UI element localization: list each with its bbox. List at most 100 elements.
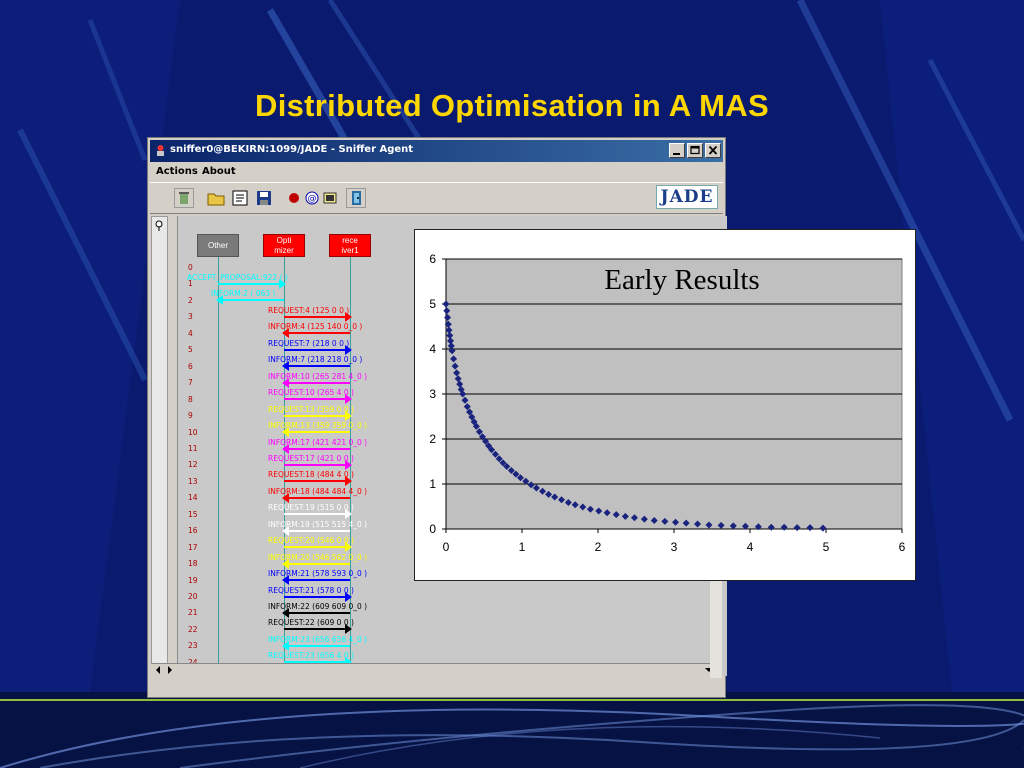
agent-box-receiver1[interactable]: rece iver1 [329, 234, 371, 257]
close-button[interactable] [705, 143, 721, 158]
message-arrow[interactable] [284, 410, 352, 421]
message-label[interactable]: REQUEST:17 (421 0 0 ) [268, 453, 354, 463]
data-point [466, 408, 474, 416]
open-button[interactable] [206, 188, 226, 208]
data-point [741, 522, 749, 530]
message-label[interactable]: INFORM:17 (421 421 0_0 ) [268, 437, 368, 447]
arrowhead-icon [345, 459, 352, 470]
row-number: 23 [188, 641, 198, 651]
message-label[interactable]: REQUEST:19 (515 0 0 ) [268, 503, 354, 513]
message-arrow[interactable] [216, 295, 284, 306]
data-point [488, 446, 496, 454]
data-point [527, 481, 535, 489]
message-arrow[interactable] [282, 640, 350, 651]
message-label[interactable]: REQUEST:13 (359 0 0 ) [268, 404, 354, 414]
data-point [767, 523, 775, 531]
arrowhead-icon [282, 361, 289, 372]
slide-title: Distributed Optimisation in A MAS [255, 88, 769, 123]
message-arrow[interactable] [284, 509, 352, 520]
exit-button[interactable] [346, 188, 366, 208]
data-point [729, 522, 737, 530]
data-point [482, 437, 490, 445]
row-number: 0 [188, 263, 193, 272]
message-label[interactable]: INFORM:20 (546 562 0_0 ) [268, 552, 368, 562]
show-agents-button[interactable] [320, 188, 340, 208]
minimize-button[interactable] [669, 143, 685, 158]
record-button[interactable] [284, 188, 304, 208]
message-arrow[interactable] [282, 427, 350, 438]
message-label[interactable]: REQUEST:23 (656 4 0 ) [268, 651, 354, 661]
message-label[interactable]: INFORM:22 (609 609 0_0 ) [268, 602, 368, 611]
agent-box-other[interactable]: Other [197, 234, 239, 257]
message-label[interactable]: INFORM:23 (656 656 4_0 ) [268, 634, 368, 644]
message-label[interactable]: REQUEST:4 (125 0 0 ) [268, 305, 350, 315]
message-label[interactable]: INFORM:7 (218 218 0_0 ) [268, 355, 363, 365]
message-label[interactable]: INFORM:2 ( 063 ) [211, 289, 276, 299]
message-arrow[interactable] [284, 394, 352, 405]
message-button[interactable]: @ [302, 188, 322, 208]
data-point [806, 524, 814, 532]
menu-actions[interactable]: Actions [156, 166, 198, 177]
message-label[interactable]: INFORM:19 (515 515 4_0 ) [268, 519, 368, 529]
data-point [595, 507, 603, 515]
message-arrow[interactable] [282, 525, 350, 536]
message-label[interactable]: REQUEST:22 (609 0 0 ) [268, 618, 354, 628]
message-arrow[interactable] [284, 344, 352, 355]
message-arrow[interactable] [284, 459, 352, 470]
message-arrow[interactable] [282, 443, 350, 454]
window-titlebar[interactable]: sniffer0@BEKIRN:1099/JADE - Sniffer Agen… [150, 140, 723, 162]
data-point [454, 375, 462, 383]
at-sign-icon: @ [305, 191, 319, 205]
row-number: 11 [188, 443, 198, 453]
message-arrow[interactable] [284, 476, 352, 487]
message-label[interactable]: ACCEPT_PROPOSAL:922 ( ) [187, 273, 288, 282]
data-point [461, 396, 469, 404]
message-arrow[interactable] [284, 657, 352, 668]
y-tick-label: 4 [429, 342, 436, 356]
save-text-button[interactable] [230, 188, 250, 208]
message-label[interactable]: INFORM:13 (359 359 0_0 ) [268, 421, 368, 431]
horizontal-scrollbar[interactable] [151, 663, 713, 677]
message-arrow[interactable] [282, 575, 350, 586]
message-arrow[interactable] [284, 591, 352, 602]
data-point [478, 433, 486, 441]
message-label[interactable]: INFORM:10 (265 281 4_0 ) [268, 371, 368, 381]
message-label[interactable]: REQUEST:18 (484 4 0 ) [268, 470, 354, 480]
message-label[interactable]: INFORM:21 (578 593 0_0 ) [268, 569, 368, 579]
y-tick-label: 5 [429, 297, 436, 311]
message-label[interactable]: INFORM:18 (484 484 4_0 ) [268, 486, 368, 496]
message-arrow[interactable] [284, 311, 352, 322]
agent-box-optimizer[interactable]: Opti mizer [263, 234, 305, 257]
x-tick-label: 5 [823, 540, 830, 554]
message-label[interactable]: REQUEST:20 (546 0 0 ) [268, 536, 354, 546]
message-arrow[interactable] [284, 542, 352, 553]
agent-tree-pane[interactable] [151, 216, 168, 676]
message-arrow[interactable] [282, 328, 350, 339]
data-point [468, 413, 476, 421]
save-button[interactable] [254, 188, 274, 208]
arrowhead-icon [282, 608, 289, 618]
message-arrow[interactable] [282, 608, 350, 618]
message-arrow[interactable] [282, 492, 350, 503]
minimize-icon [673, 153, 680, 155]
data-point [522, 477, 530, 485]
floppy-disk-icon [257, 191, 271, 205]
message-arrow[interactable] [282, 558, 350, 569]
message-label[interactable]: REQUEST:7 (218 0 0 ) [268, 338, 350, 348]
y-tick-label: 2 [429, 432, 436, 446]
data-point [447, 337, 455, 345]
arrowhead-icon [282, 525, 289, 536]
message-arrow[interactable] [284, 624, 352, 635]
message-arrow[interactable] [218, 279, 286, 289]
maximize-icon [690, 145, 700, 155]
message-label[interactable]: REQUEST:10 (265 4 0 ) [268, 388, 354, 398]
data-point [532, 484, 540, 492]
door-exit-icon [352, 191, 361, 205]
message-arrow[interactable] [282, 377, 350, 388]
menu-about[interactable]: About [202, 166, 236, 177]
maximize-button[interactable] [687, 143, 703, 158]
message-arrow[interactable] [282, 361, 350, 372]
message-label[interactable]: REQUEST:21 (578 0 0 ) [268, 585, 354, 595]
message-label[interactable]: INFORM:4 (125 140 0_0 ) [268, 322, 363, 332]
clear-canvas-button[interactable] [174, 188, 194, 208]
